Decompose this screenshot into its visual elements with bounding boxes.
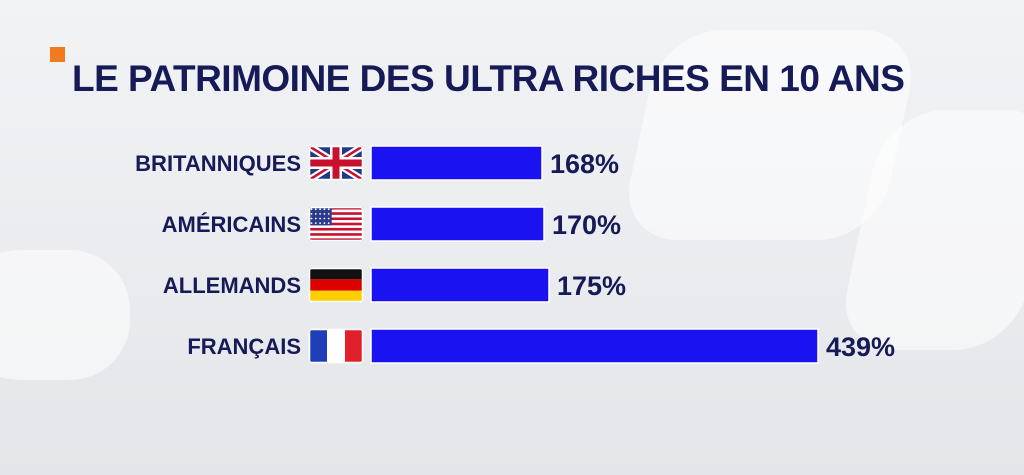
category-label: FRANÇAIS xyxy=(187,334,301,359)
brand-marker xyxy=(50,47,65,62)
germany-flag-icon xyxy=(308,267,364,303)
background-shape xyxy=(0,250,130,380)
chart-row: BRITANNIQUES 168% xyxy=(135,145,619,181)
bar xyxy=(370,145,543,181)
value-label: 175% xyxy=(557,271,626,301)
bar xyxy=(370,267,550,303)
chart-title: LE PATRIMOINE DES ULTRA RICHES EN 10 ANS xyxy=(72,58,905,99)
bar xyxy=(370,206,545,242)
value-label: 439% xyxy=(826,332,895,362)
value-label: 170% xyxy=(552,210,621,240)
chart-row: ALLEMANDS 175% xyxy=(163,267,626,303)
uk-flag-icon xyxy=(308,145,364,181)
chart-row: AMÉRICAINS 170% xyxy=(162,206,621,242)
category-label: AMÉRICAINS xyxy=(162,212,301,237)
category-label: BRITANNIQUES xyxy=(135,151,301,176)
usa-flag-icon xyxy=(308,206,364,242)
chart-row: FRANÇAIS 439% xyxy=(187,328,895,364)
value-label: 168% xyxy=(550,149,619,179)
category-label: ALLEMANDS xyxy=(163,273,301,298)
france-flag-icon xyxy=(308,328,364,364)
bar xyxy=(370,328,819,364)
